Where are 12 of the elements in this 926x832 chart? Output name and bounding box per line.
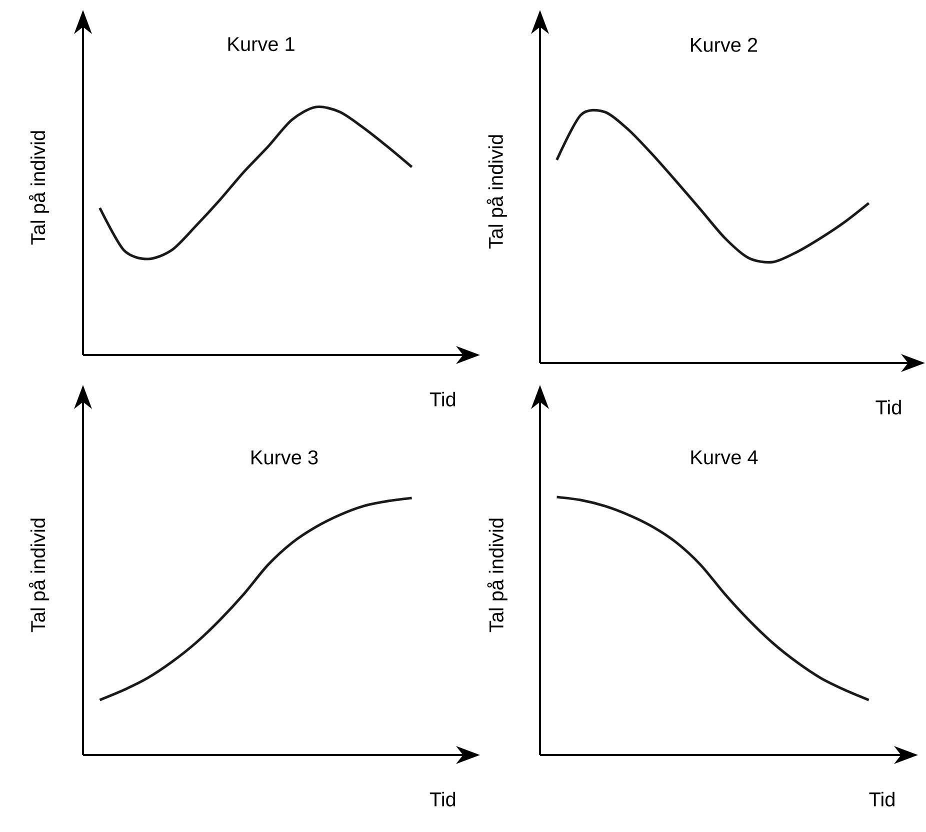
chart-title: Kurve 4 xyxy=(691,450,758,464)
y-axis-title: Tal på individ xyxy=(28,518,50,632)
y-axis-title: Tal på individ xyxy=(28,131,50,245)
x-axis-title: Tid xyxy=(430,792,456,806)
x-axis-title: Tid xyxy=(876,400,901,414)
y-axis-title: Tal på individ xyxy=(487,518,508,632)
x-axis-title: Tid xyxy=(869,792,894,806)
x-axis-title: Tid xyxy=(430,392,456,406)
chart-title: Kurve 2 xyxy=(691,38,758,52)
chart-title: Kurve 1 xyxy=(228,37,294,52)
y-axis-title: Tal på individ xyxy=(486,135,507,249)
chart-title: Kurve 3 xyxy=(252,450,318,464)
